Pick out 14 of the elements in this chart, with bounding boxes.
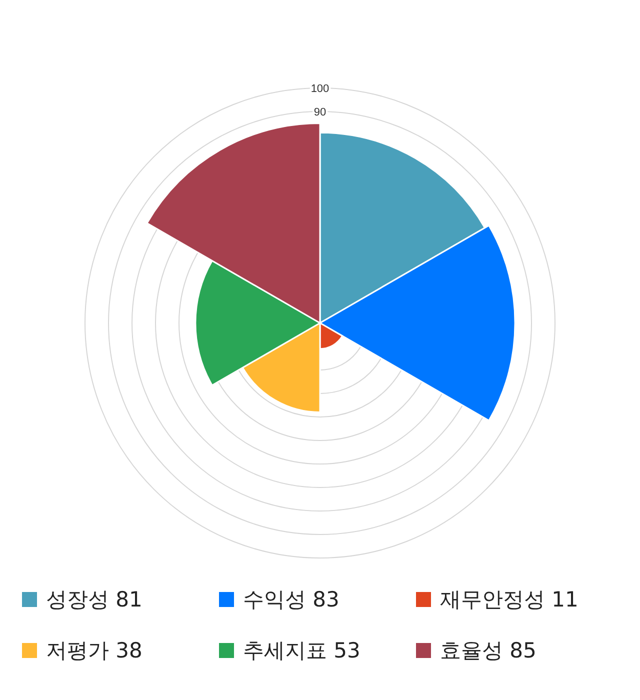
category-label: 성장성 bbox=[46, 587, 109, 612]
data-label: 53 bbox=[334, 638, 360, 662]
category-label: 수익성 bbox=[243, 587, 306, 612]
data-label: 11 bbox=[552, 587, 578, 612]
category-label: 효율성 bbox=[440, 638, 503, 662]
category-label: 재무안정성 bbox=[440, 587, 545, 612]
text: 90 bbox=[314, 106, 326, 118]
data-label: 85 bbox=[510, 638, 536, 662]
data-label: 83 bbox=[312, 587, 340, 612]
text: 100 bbox=[310, 82, 330, 95]
category-label: 추세지표 bbox=[243, 638, 327, 662]
category-label: 저평가 bbox=[46, 638, 109, 662]
data-label: 38 bbox=[116, 638, 142, 662]
data-label: 81 bbox=[116, 587, 142, 612]
